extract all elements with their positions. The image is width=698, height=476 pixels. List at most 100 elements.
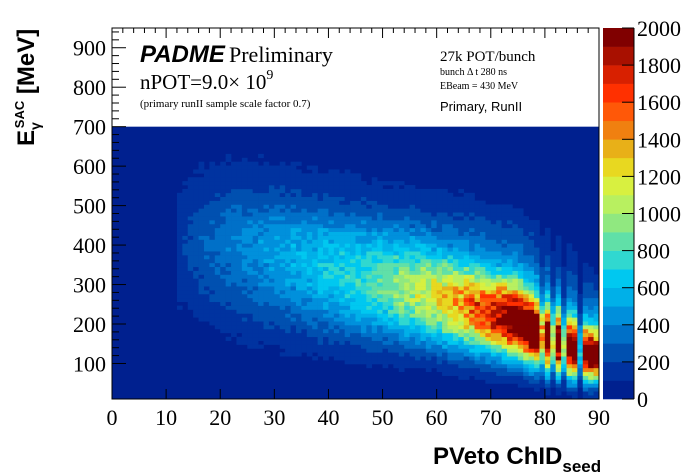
heatmap-bin — [550, 356, 557, 361]
heatmap-bin — [258, 216, 264, 221]
heatmap-bin — [317, 173, 324, 178]
heatmap-bin — [539, 375, 546, 380]
heatmap-bin — [209, 286, 216, 291]
heatmap-bin — [263, 325, 270, 330]
heatmap-bin — [333, 192, 340, 197]
heatmap-bin — [258, 169, 264, 174]
heatmap-bin — [279, 270, 286, 275]
heatmap-bin — [517, 321, 524, 326]
heatmap-bin — [371, 293, 378, 299]
heatmap-bin — [479, 231, 486, 236]
heatmap-bin — [442, 363, 448, 369]
heatmap-bin — [507, 258, 513, 264]
heatmap-bin — [295, 200, 302, 205]
heatmap-bin — [469, 258, 475, 264]
heatmap-bin — [263, 290, 270, 295]
heatmap-bin — [328, 286, 335, 291]
heatmap-bin — [258, 204, 264, 209]
heatmap-bin — [377, 220, 383, 225]
heatmap-bin — [339, 231, 345, 236]
heatmap-bin — [366, 360, 373, 365]
heatmap-bin — [479, 290, 486, 295]
heatmap-bin — [225, 192, 232, 197]
heatmap-bin — [561, 290, 567, 295]
heatmap-bin — [539, 325, 546, 330]
heatmap-bin — [561, 356, 567, 361]
heatmap-bin — [501, 360, 508, 365]
heatmap-bin — [479, 258, 486, 264]
heatmap-bin — [398, 286, 405, 291]
heatmap-bin — [436, 188, 443, 194]
z-tick-label: 1800 — [637, 53, 681, 78]
heatmap-bin — [241, 317, 248, 322]
heatmap-bin — [225, 270, 232, 275]
heatmap-bin — [496, 220, 502, 225]
heatmap-bin — [442, 204, 448, 209]
y-axis-label-sup: SAC — [12, 100, 27, 128]
heatmap-bin — [268, 262, 275, 268]
heatmap-bin — [328, 181, 335, 186]
heatmap-bin — [523, 231, 529, 236]
heatmap-bin — [355, 196, 362, 201]
heatmap-bin — [436, 301, 443, 306]
heatmap-bin — [279, 239, 286, 244]
heatmap-bin — [285, 266, 291, 271]
heatmap-bin — [387, 278, 394, 283]
heatmap-bin — [312, 332, 318, 338]
heatmap-bin — [544, 383, 551, 388]
heatmap-bin — [512, 231, 519, 236]
heatmap-bin — [442, 301, 448, 306]
heatmap-bin — [382, 363, 389, 369]
heatmap-bin — [193, 200, 199, 205]
heatmap-bin — [490, 290, 497, 295]
heatmap-bin — [236, 317, 243, 322]
heatmap-bin — [452, 328, 459, 334]
ebeam-label: EBeam = 430 MeV — [440, 81, 519, 92]
heatmap-bin — [496, 321, 502, 326]
heatmap-bin — [496, 216, 502, 221]
heatmap-bin — [339, 293, 345, 299]
heatmap-bin — [409, 227, 416, 233]
heatmap-bin — [290, 270, 297, 275]
heatmap-bin — [469, 196, 475, 201]
heatmap-bin — [209, 212, 216, 217]
heatmap-bin — [566, 387, 573, 392]
heatmap-bin — [312, 216, 318, 221]
heatmap-bin — [290, 255, 297, 260]
heatmap-bin — [393, 220, 400, 225]
heatmap-bin — [301, 231, 308, 236]
heatmap-bin — [344, 192, 351, 197]
heatmap-bin — [193, 204, 199, 209]
heatmap-bin — [350, 196, 356, 201]
heatmap-bin — [393, 290, 400, 295]
heatmap-bin — [247, 235, 253, 240]
heatmap-bin — [523, 274, 529, 279]
heatmap-bin — [203, 286, 210, 291]
heatmap-bin — [550, 286, 557, 291]
heatmap-bin — [442, 371, 448, 376]
heatmap-bin — [344, 200, 351, 205]
heatmap-bin — [241, 212, 248, 217]
heatmap-bin — [571, 367, 578, 373]
heatmap-bin — [517, 309, 524, 314]
heatmap-bin — [328, 255, 335, 260]
heatmap-bin — [425, 348, 432, 353]
heatmap-bin — [350, 262, 356, 268]
heatmap-bin — [588, 371, 594, 376]
heatmap-bin — [561, 297, 567, 303]
heatmap-bin — [534, 383, 540, 388]
heatmap-bin — [463, 192, 470, 197]
heatmap-bin — [566, 340, 573, 345]
heatmap-bin — [452, 356, 459, 361]
heatmap-bin — [274, 313, 281, 318]
heatmap-bin — [393, 231, 400, 236]
heatmap-bin — [333, 274, 340, 279]
heatmap-bin — [306, 340, 313, 345]
heatmap-bin — [252, 177, 259, 182]
heatmap-bin — [496, 313, 502, 318]
heatmap-bin — [371, 286, 378, 291]
heatmap-bin — [382, 192, 389, 197]
heatmap-bin — [312, 188, 318, 194]
heatmap-bin — [306, 188, 313, 194]
heatmap-bin — [490, 375, 497, 380]
